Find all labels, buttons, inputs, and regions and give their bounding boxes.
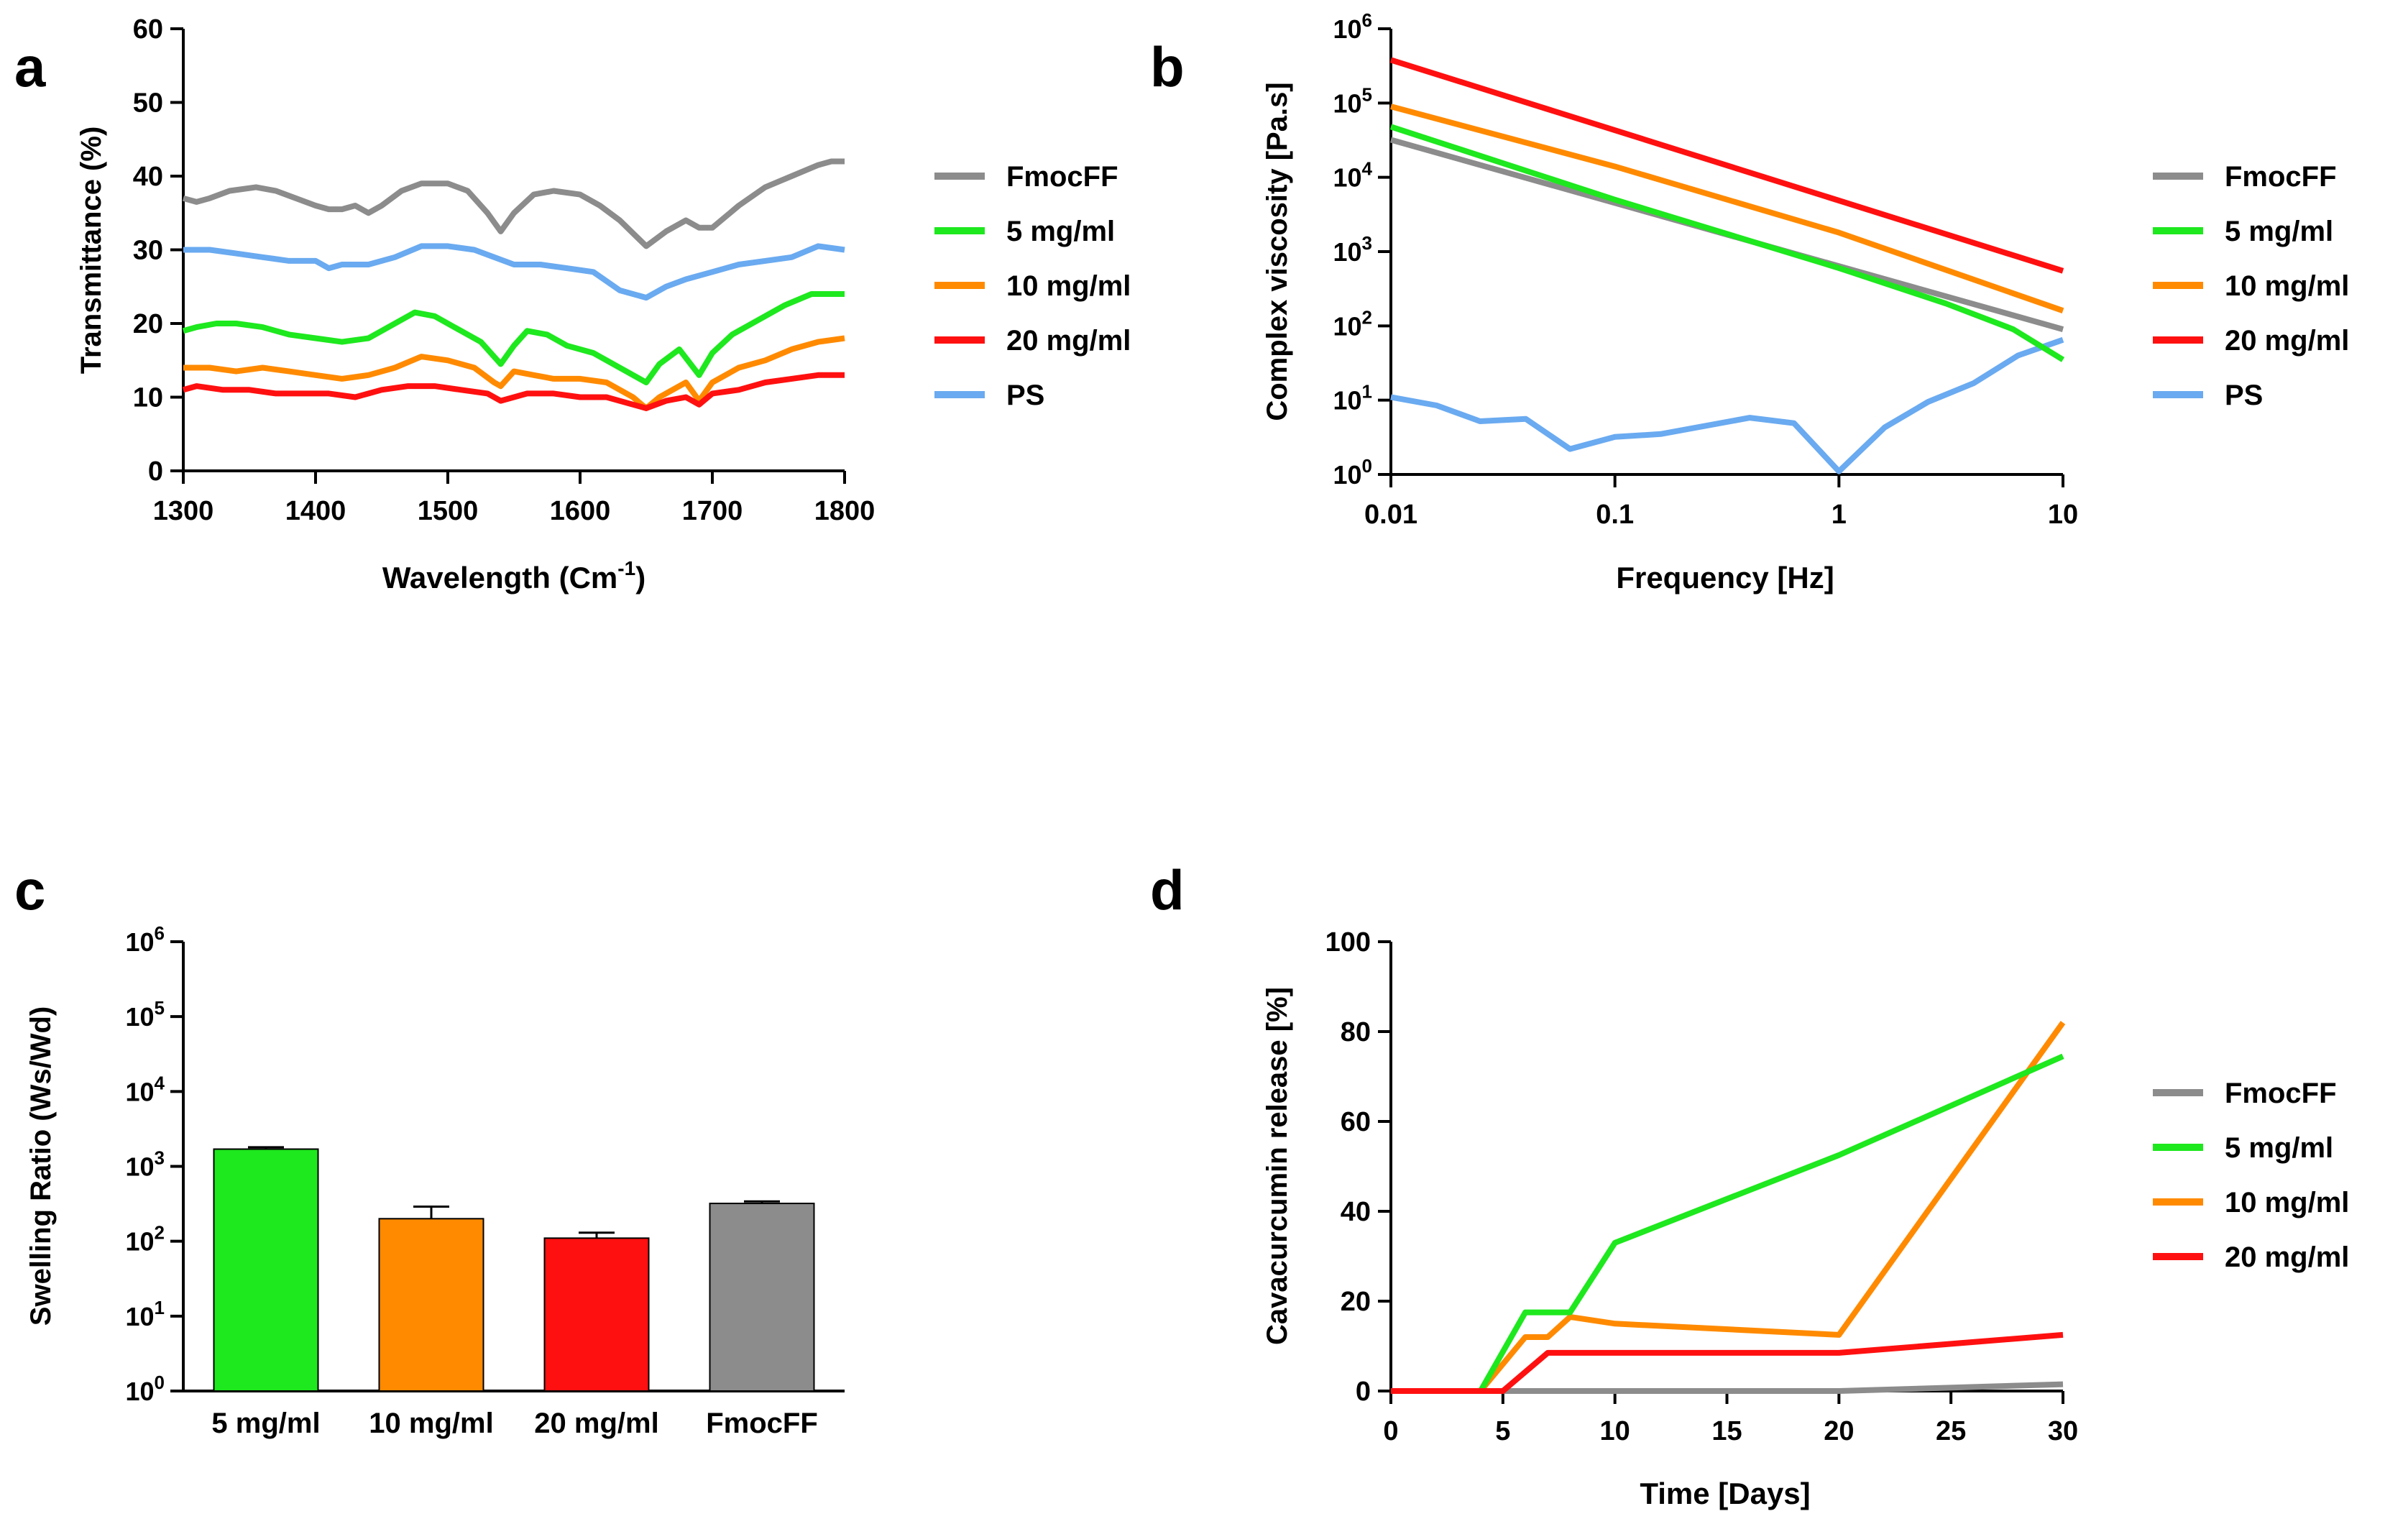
x-tick-label: 1300 bbox=[153, 496, 214, 526]
x-tick-label: 1 bbox=[1832, 500, 1847, 530]
x-tick-label: 1400 bbox=[285, 496, 346, 526]
legend-label-10-mg-ml: 10 mg/ml bbox=[1006, 270, 1131, 302]
chart-panel-c: 100 101 102 103 104 105 106 5 mg/ml 10 mg/ml 20 m… bbox=[25, 922, 845, 1439]
x-tick-label: 20 bbox=[1824, 1416, 1854, 1446]
x-tick-label: 5 bbox=[1495, 1416, 1510, 1446]
bar-5-mg-ml bbox=[213, 1148, 319, 1392]
x-tick-label: 0.1 bbox=[1596, 500, 1634, 530]
panel-label-a: a bbox=[14, 35, 46, 98]
chart-panel-b: 100 101 102 103 104 105 106 0.01 0.1 1 10 Frequency… bbox=[1262, 9, 2349, 595]
y-tick-label: 50 bbox=[133, 88, 163, 119]
bar-10-mg-ml bbox=[378, 1218, 484, 1392]
bar-fmocff bbox=[709, 1203, 815, 1392]
y-tick-label: 0 bbox=[148, 456, 163, 487]
y-tick-label: 103 bbox=[125, 1147, 165, 1182]
legend-label-20-mg-ml: 20 mg/ml bbox=[2225, 1241, 2349, 1273]
x-tick-label: FmocFF bbox=[706, 1408, 818, 1439]
y-tick-label: 102 bbox=[125, 1222, 165, 1257]
series-line-ps bbox=[183, 243, 845, 301]
series-line-5-mg-ml bbox=[182, 291, 845, 385]
y-axis-label: Cavacurcumin release [%] bbox=[1262, 987, 1293, 1345]
y-tick-label: 105 bbox=[1333, 83, 1372, 118]
panel-label-c: c bbox=[14, 858, 45, 922]
y-tick-label: 106 bbox=[125, 922, 165, 957]
y-tick-label: 100 bbox=[1325, 927, 1371, 958]
x-tick-label: 1700 bbox=[682, 496, 743, 526]
x-tick-label: 1800 bbox=[814, 496, 876, 526]
y-tick-label: 60 bbox=[133, 14, 163, 45]
bar-20-mg-ml bbox=[543, 1237, 650, 1392]
legend-label-10-mg-ml: 10 mg/ml bbox=[2225, 270, 2349, 302]
y-tick-label: 10 bbox=[133, 383, 163, 413]
panel-label-d: d bbox=[1150, 858, 1185, 922]
y-tick-label: 80 bbox=[1341, 1017, 1371, 1047]
y-tick-label: 106 bbox=[1333, 9, 1372, 44]
y-tick-label: 30 bbox=[133, 236, 163, 266]
chart-panel-d: 0 20 40 60 80 100 0 5 10 15 20 25 30 Time [Days] Cavac… bbox=[1262, 927, 2349, 1510]
series-line-20-mg-ml bbox=[1391, 1331, 2064, 1394]
legend-label-ps: PS bbox=[2225, 380, 2263, 411]
legend-label-fmocff: FmocFF bbox=[2225, 1078, 2337, 1109]
y-tick-label: 101 bbox=[1333, 381, 1372, 416]
x-tick-label: 10 bbox=[2048, 500, 2078, 530]
x-tick-label: 0.01 bbox=[1364, 500, 1417, 530]
legend-label-5-mg-ml: 5 mg/ml bbox=[2225, 216, 2333, 247]
y-tick-label: 100 bbox=[125, 1372, 165, 1406]
x-tick-label: 15 bbox=[1711, 1416, 1742, 1446]
y-axis-label: Transmittance (%) bbox=[75, 127, 107, 375]
y-tick-label: 105 bbox=[125, 997, 165, 1032]
legend-label-fmocff: FmocFF bbox=[2225, 161, 2337, 193]
x-axis-label: Frequency [Hz] bbox=[1616, 561, 1834, 595]
y-tick-label: 0 bbox=[1356, 1377, 1371, 1407]
y-axis-label: Complex viscosity [Pa.s] bbox=[1262, 82, 1293, 421]
x-tick-label: 10 bbox=[1600, 1416, 1630, 1446]
x-tick-label: 5 mg/ml bbox=[211, 1408, 320, 1439]
legend-label-20-mg-ml: 20 mg/ml bbox=[1006, 325, 1131, 357]
legend-label-20-mg-ml: 20 mg/ml bbox=[2225, 325, 2349, 357]
x-axis-label: Time [Days] bbox=[1640, 1477, 1810, 1510]
series-line-fmocff bbox=[182, 158, 845, 249]
y-tick-label: 104 bbox=[1333, 158, 1372, 193]
legend-label-fmocff: FmocFF bbox=[1006, 161, 1118, 193]
x-tick-label: 1600 bbox=[550, 496, 611, 526]
series-line-fmocff bbox=[1391, 1381, 2064, 1394]
y-tick-label: 40 bbox=[133, 162, 163, 192]
legend-label-ps: PS bbox=[1006, 380, 1044, 411]
series-line-20-mg-ml bbox=[1389, 57, 2064, 274]
y-tick-label: 104 bbox=[125, 1072, 165, 1106]
y-tick-label: 101 bbox=[125, 1297, 165, 1331]
y-axis-label: Swelling Ratio (Ws/Wd) bbox=[25, 1006, 57, 1326]
y-tick-label: 60 bbox=[1341, 1107, 1371, 1137]
series-line-5-mg-ml bbox=[1389, 124, 2065, 362]
y-tick-label: 100 bbox=[1333, 455, 1372, 490]
x-tick-label: 25 bbox=[1936, 1416, 1966, 1446]
legend-label-5-mg-ml: 5 mg/ml bbox=[1006, 216, 1115, 247]
legend-label-10-mg-ml: 10 mg/ml bbox=[2225, 1187, 2349, 1218]
x-axis-label: Wavelength (Cm-1) bbox=[382, 557, 645, 595]
series-line-10-mg-ml bbox=[183, 335, 845, 411]
series-line-ps bbox=[1390, 336, 2064, 474]
y-tick-label: 102 bbox=[1333, 306, 1372, 341]
series-line-10-mg-ml bbox=[1389, 104, 2064, 313]
legend-label-5-mg-ml: 5 mg/ml bbox=[2225, 1132, 2333, 1164]
x-tick-label: 0 bbox=[1383, 1416, 1398, 1446]
panel-label-b: b bbox=[1150, 35, 1185, 98]
y-tick-label: 20 bbox=[1341, 1287, 1371, 1317]
y-tick-label: 103 bbox=[1333, 232, 1372, 267]
x-tick-label: 10 mg/ml bbox=[369, 1408, 493, 1439]
series-line-10-mg-ml bbox=[1391, 1021, 2066, 1394]
series-line-20-mg-ml bbox=[182, 372, 845, 411]
x-tick-label: 1500 bbox=[418, 496, 479, 526]
y-tick-label: 20 bbox=[133, 309, 163, 339]
y-tick-label: 40 bbox=[1341, 1197, 1371, 1227]
x-tick-label: 30 bbox=[2048, 1416, 2078, 1446]
x-tick-label: 20 mg/ml bbox=[534, 1408, 658, 1439]
chart-panel-a: 0 10 20 30 40 50 60 1300 1400 1500 1600 1700 1800 Wav… bbox=[75, 14, 1131, 595]
